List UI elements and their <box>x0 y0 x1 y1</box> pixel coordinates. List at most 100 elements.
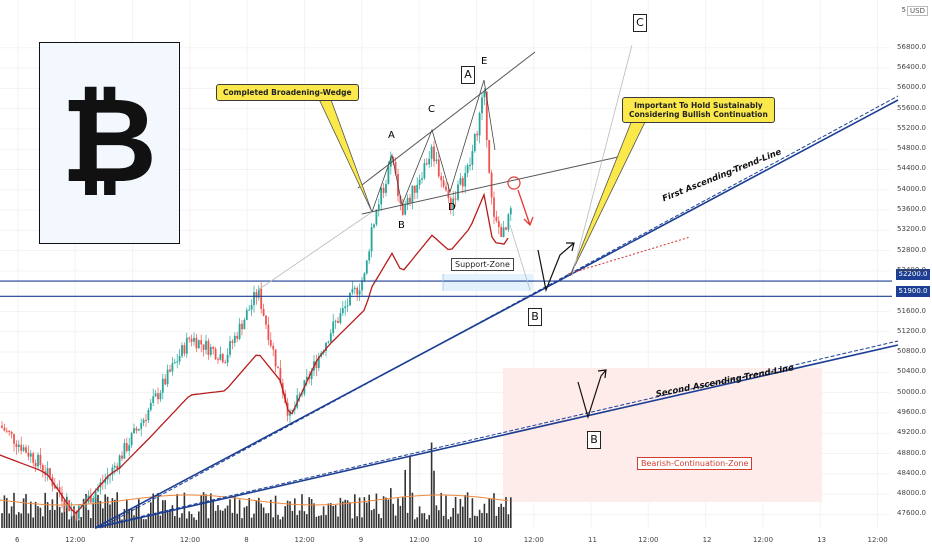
volume-bar <box>349 502 351 528</box>
candle-body <box>176 361 179 363</box>
volume-bar <box>289 501 291 528</box>
volume-bar <box>178 517 181 528</box>
candle-body <box>116 465 119 469</box>
volume-bar <box>332 505 334 528</box>
candle-body <box>243 319 246 330</box>
candle-body <box>375 209 378 225</box>
candle-body <box>344 306 347 309</box>
volume-bar <box>337 516 339 528</box>
second-trend-line-dashed <box>99 340 899 527</box>
candle-body <box>389 156 392 167</box>
volume-bar <box>270 499 272 528</box>
candle-body <box>164 378 167 385</box>
volume-bar <box>330 503 332 528</box>
wave-label-B-bottom: B <box>528 308 542 326</box>
candle-body <box>195 337 198 349</box>
volume-bar <box>325 515 327 528</box>
volume-bar <box>361 517 363 528</box>
volume-bar <box>32 517 34 528</box>
candle-body <box>97 487 99 492</box>
candle-body <box>200 340 203 345</box>
candle-body <box>140 423 143 429</box>
volume-bar <box>382 496 385 528</box>
support-zone <box>443 274 533 291</box>
volume-bar <box>286 500 289 528</box>
candle-body <box>339 313 342 323</box>
volume-bar <box>54 509 56 528</box>
candle-body <box>212 346 215 349</box>
x-tick-label: 8 <box>244 536 249 544</box>
volume-bar <box>469 517 471 528</box>
price-tag-upper: 52200.0 <box>896 269 930 280</box>
volume-bar <box>224 508 226 528</box>
volume-bar <box>87 509 90 528</box>
y-tick-label: 47600.0 <box>897 509 926 518</box>
volume-bar <box>409 455 411 528</box>
candle-body <box>224 362 227 364</box>
volume-bar <box>385 497 387 528</box>
candle-body <box>310 370 313 379</box>
candle-body <box>89 495 92 503</box>
y-tick-label: 48800.0 <box>897 448 926 457</box>
candle-body <box>157 393 159 400</box>
candle-body <box>442 180 445 187</box>
volume-bar <box>140 517 142 528</box>
candle-body <box>5 430 8 432</box>
candle-body <box>505 227 507 230</box>
volume-bar <box>145 519 147 528</box>
candle-body <box>233 335 236 343</box>
volume-bar <box>282 516 284 528</box>
candle-body <box>365 260 368 274</box>
candle-body <box>219 354 222 360</box>
candle-body <box>507 214 510 230</box>
volume-bar <box>90 518 92 528</box>
volume-bar <box>128 508 130 528</box>
volume-bar <box>459 498 462 528</box>
candle-body <box>113 465 116 468</box>
volume-bar <box>231 512 234 528</box>
volume-bar <box>457 513 459 528</box>
volume-bar <box>370 510 373 528</box>
volume-bar <box>442 515 445 528</box>
candle-body <box>428 158 431 165</box>
volume-bar <box>171 505 174 528</box>
candle-body <box>58 487 61 493</box>
candle-body <box>207 340 210 355</box>
y-tick-label: 49200.0 <box>897 428 926 437</box>
volume-bar <box>262 507 265 528</box>
currency-badge[interactable]: USD <box>907 6 928 16</box>
volume-bar <box>238 499 241 528</box>
volume-bar <box>406 512 409 528</box>
x-tick-label: 12:00 <box>179 536 201 544</box>
y-tick-label: 53200.0 <box>897 225 926 234</box>
volume-bar <box>368 494 370 528</box>
candle-body <box>461 178 464 187</box>
volume-bar <box>22 498 25 528</box>
candle-body <box>440 176 443 181</box>
volume-bar <box>507 514 510 528</box>
candle-body <box>17 444 20 447</box>
x-tick-label: 6 <box>15 536 20 544</box>
y-tick-label: 50000.0 <box>897 387 926 396</box>
volume-bar <box>133 515 135 528</box>
volume-bar <box>502 506 505 528</box>
candle-body <box>147 409 150 421</box>
y-tick-label: 54800.0 <box>897 144 926 153</box>
volume-bar <box>39 507 42 528</box>
volume-bar <box>30 501 32 528</box>
volume-bar <box>195 519 198 528</box>
volume-bar <box>284 506 286 528</box>
volume-bar <box>102 508 104 528</box>
candle-body <box>317 356 320 369</box>
candle-body <box>332 321 335 334</box>
candle-body <box>133 428 135 434</box>
candle-body <box>248 309 251 311</box>
wave-label-E: E <box>481 56 488 67</box>
volume-bar <box>34 501 37 528</box>
volume-bar <box>166 510 169 528</box>
volume-bar <box>402 496 404 528</box>
candle-body <box>385 183 387 193</box>
volume-bar <box>450 516 452 528</box>
candle-body <box>188 337 191 339</box>
volume-bar <box>394 515 397 528</box>
